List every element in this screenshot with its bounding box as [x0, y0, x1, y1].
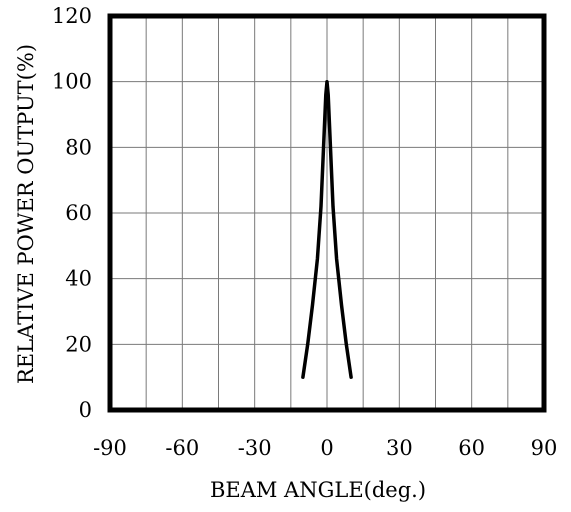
y-tick-label: 60 [65, 201, 92, 225]
x-tick-label: -30 [238, 436, 272, 460]
y-axis-label: RELATIVE POWER OUTPUT(%) [14, 44, 38, 384]
x-tick-label: 0 [320, 436, 333, 460]
y-tick-label: 0 [79, 398, 92, 422]
y-tick-label: 40 [65, 267, 92, 291]
x-tick-label: 60 [458, 436, 485, 460]
x-tick-label: -90 [93, 436, 127, 460]
y-tick-label: 120 [52, 4, 92, 28]
y-tick-label: 100 [52, 70, 92, 94]
x-axis-label: BEAM ANGLE(deg.) [210, 478, 426, 502]
y-tick-label: 20 [65, 332, 92, 356]
x-tick-labels: -90 -60 -30 0 30 60 90 [93, 436, 557, 460]
plot-frame [107, 13, 547, 413]
y-tick-label: 80 [65, 135, 92, 159]
series-line [301, 79, 353, 379]
x-tick-label: -60 [165, 436, 199, 460]
series-layer [301, 79, 353, 379]
x-tick-label: 30 [386, 436, 413, 460]
grid-lines [110, 16, 544, 410]
y-tick-labels: 0 20 40 60 80 100 120 [52, 4, 92, 422]
x-tick-label: 90 [531, 436, 558, 460]
